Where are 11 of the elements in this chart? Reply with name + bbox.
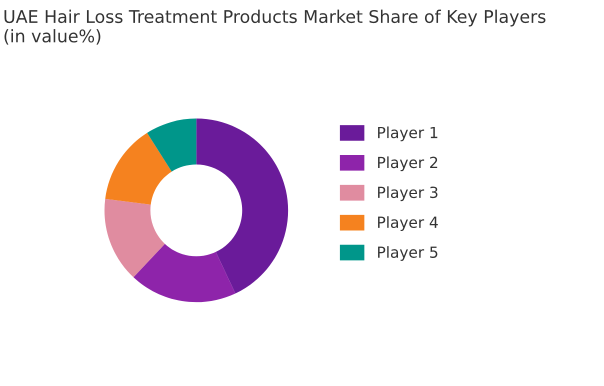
donut-slice (196, 118, 288, 294)
legend-label: Player 3 (378, 186, 438, 202)
donut-slice (104, 198, 165, 278)
legend-label: Player 1 (378, 126, 438, 142)
legend-label: Player 2 (378, 156, 438, 172)
donut-slice (133, 244, 236, 302)
legend-label: Player 5 (378, 246, 438, 261)
donut-slice (147, 118, 196, 172)
chart-title: UAE Hair Loss Treatment Products Market Share of Key Players (in value%) (4, 10, 546, 45)
donut-slice (105, 132, 172, 205)
legend-label: Player 4 (378, 216, 438, 231)
